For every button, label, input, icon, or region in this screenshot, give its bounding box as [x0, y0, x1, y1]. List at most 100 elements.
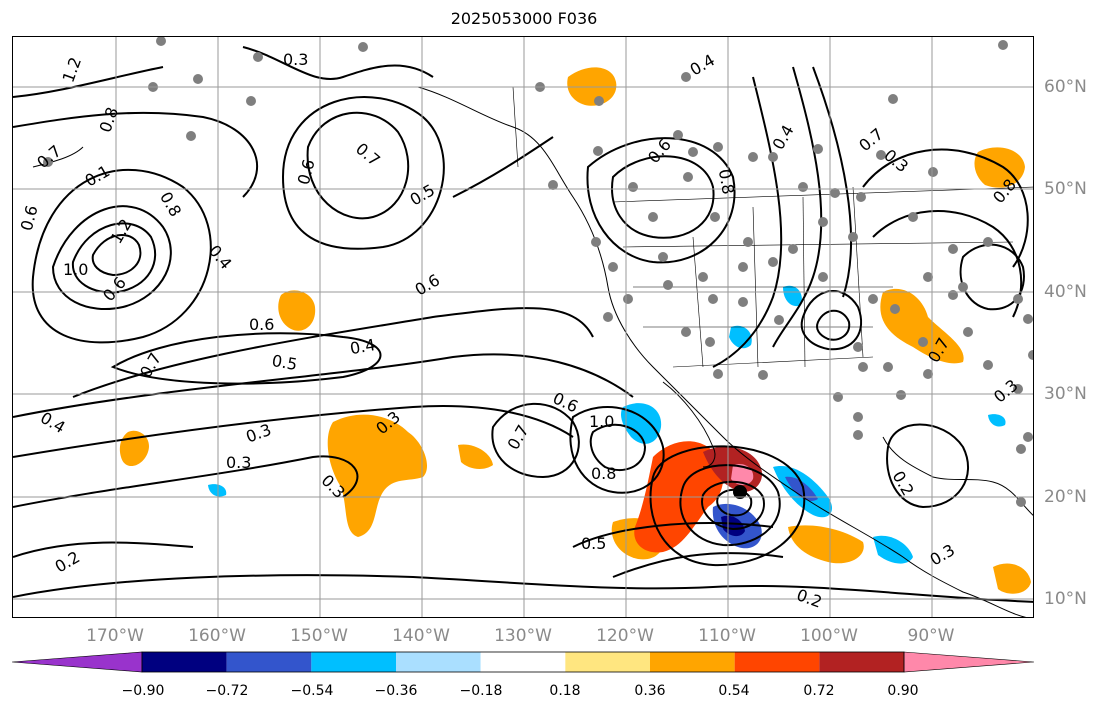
positive-anomaly-region [993, 563, 1031, 594]
station-marker [818, 217, 828, 227]
station-marker [1013, 384, 1023, 394]
station-marker [768, 257, 778, 267]
colorbar-tick-label: −0.18 [459, 683, 503, 699]
colorbar-segment [565, 652, 650, 672]
station-marker [983, 360, 993, 370]
longitude-label: 160°W [188, 626, 246, 646]
station-marker [186, 131, 196, 141]
negative-anomaly-region [988, 414, 1006, 427]
colorbar-segment [311, 652, 396, 672]
contour-line [13, 405, 574, 458]
station-marker [713, 369, 723, 379]
negative-anomaly-region [785, 476, 818, 501]
contour-line [586, 137, 736, 264]
contour-line [13, 353, 634, 418]
colorbar-segment [650, 652, 735, 672]
station-marker [43, 157, 53, 167]
station-marker [853, 342, 863, 352]
colorbar-segment [819, 652, 904, 672]
station-marker [743, 237, 753, 247]
station-marker [708, 294, 718, 304]
colorbar-tick-label: −0.90 [121, 683, 165, 699]
station-marker [768, 152, 778, 162]
station-marker [603, 312, 613, 322]
contour-label: 0.3 [990, 376, 1022, 407]
contour-line [772, 66, 823, 348]
storm-center-marker [733, 485, 747, 499]
contour-line [72, 307, 594, 398]
map-title: 2025053000 F036 [450, 9, 598, 28]
contour-line [51, 205, 172, 311]
contour-line [110, 332, 382, 385]
contour-label: 0.5 [270, 351, 298, 374]
negative-anomaly-region [783, 285, 802, 307]
negative-anomaly-region [208, 484, 227, 497]
colorbar-segments [11, 651, 1035, 673]
contour-line [306, 111, 410, 220]
latitude-label: 30°N [1044, 384, 1087, 404]
colorbar [11, 651, 1035, 673]
station-marker [681, 72, 691, 82]
colorbar-extension-high [903, 651, 1035, 673]
station-marker [710, 212, 720, 222]
station-marker [813, 144, 823, 154]
colorbar-segment [734, 652, 820, 672]
positive-anomaly-region [327, 414, 428, 537]
station-marker [156, 37, 166, 46]
station-marker [658, 252, 668, 262]
positive-anomaly-region [731, 463, 754, 485]
negative-anomaly-region [721, 515, 745, 537]
border-line [802, 196, 806, 368]
contour-line [886, 423, 969, 509]
contour-line [13, 541, 194, 558]
contour-line [13, 455, 359, 508]
station-marker [193, 74, 203, 84]
contour-line [242, 46, 434, 80]
station-marker [928, 167, 938, 177]
contour-label: 0.8 [715, 168, 738, 196]
contour-line [13, 66, 164, 98]
contour-label: 0.8 [96, 105, 123, 135]
station-marker [923, 272, 933, 282]
contour-label: 0.4 [205, 241, 236, 273]
contour-label: 0.8 [156, 188, 185, 220]
positive-anomaly-region [788, 525, 864, 564]
longitude-label: 170°W [86, 626, 144, 646]
station-marker [738, 297, 748, 307]
colorbar-extension-low [11, 651, 143, 673]
contour-label: 0.8 [591, 464, 616, 483]
station-marker [688, 147, 698, 157]
longitude-label: 100°W [800, 626, 858, 646]
positive-anomaly-region [974, 147, 1025, 188]
longitude-label: 150°W [290, 626, 348, 646]
contour-label: 0.6 [294, 157, 319, 187]
station-marker [896, 390, 906, 400]
latitude-label: 60°N [1044, 77, 1087, 97]
colorbar-segment [396, 652, 481, 672]
contour-label: 0.6 [550, 388, 581, 416]
station-marker [1016, 497, 1026, 507]
contour-label: 0.7 [33, 141, 65, 172]
colorbar-tick-label: 0.90 [887, 683, 919, 699]
station-marker [698, 272, 708, 282]
station-marker [1023, 314, 1033, 324]
positive-anomaly-region [880, 288, 964, 364]
station-marker [246, 96, 256, 106]
station-marker [648, 212, 658, 222]
contour-line [13, 111, 259, 198]
colorbar-tick-label: −0.72 [205, 683, 249, 699]
contour-line [491, 402, 580, 479]
latitude-label: 50°N [1044, 179, 1087, 199]
station-marker [358, 42, 368, 52]
contour-label: 0.4 [769, 122, 798, 154]
contour-line [816, 309, 851, 341]
border-line [852, 186, 864, 358]
station-marker [868, 294, 878, 304]
station-marker [1028, 350, 1033, 360]
station-marker [1023, 432, 1033, 442]
station-marker [683, 172, 693, 182]
latitude-label: 10°N [1044, 589, 1087, 609]
station-marker [890, 304, 900, 314]
station-marker [798, 182, 808, 192]
contour-line [31, 168, 212, 344]
